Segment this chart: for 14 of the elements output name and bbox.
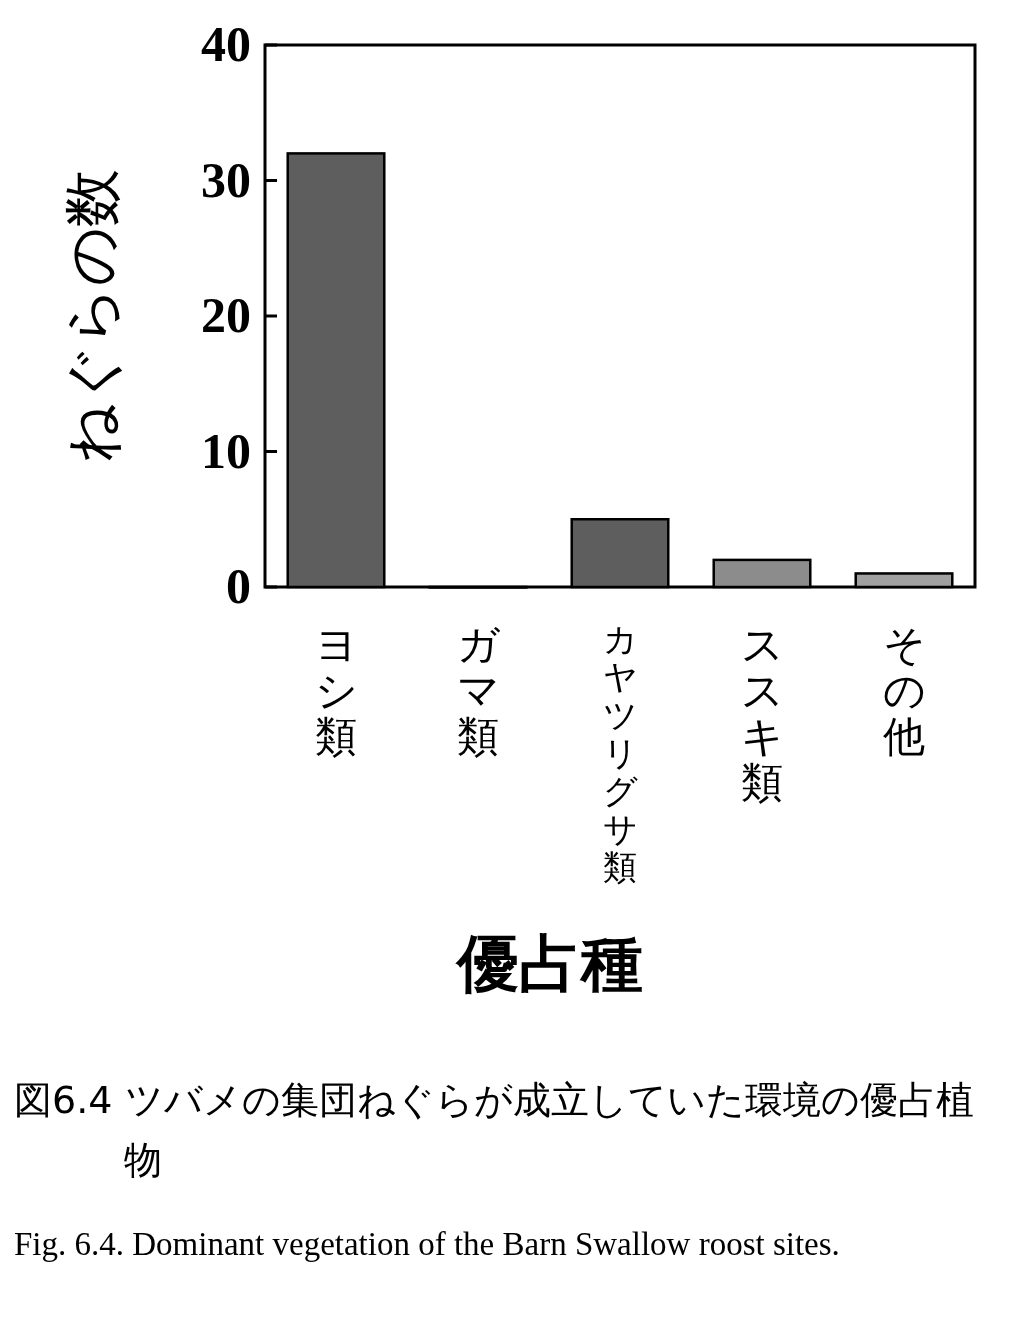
x-tick-label: ガマ類 [456, 620, 501, 761]
y-tick-label: 20 [201, 287, 251, 343]
caption: 図6.4 ツバメの集団ねぐらが成立していた環境の優占植物 [14, 1077, 975, 1184]
y-tick-label: 40 [201, 16, 251, 72]
x-axis-title: 優占種 [455, 927, 643, 1000]
y-tick-label: 0 [226, 558, 251, 614]
x-tick-label: カヤツリグサ類 [602, 619, 638, 887]
x-tick-label: ヨシ類 [314, 620, 358, 761]
y-tick-label: 10 [201, 422, 251, 479]
caption: Fig. 6.4. Dominant vegetation of the Barn Swallow roost sites. [14, 1225, 841, 1264]
y-tick-label: 30 [201, 151, 251, 208]
y-axis-title: ねぐらの数 [58, 169, 126, 463]
x-tick-label: その他 [882, 620, 926, 761]
x-tick-label: ススキ類 [740, 620, 784, 807]
